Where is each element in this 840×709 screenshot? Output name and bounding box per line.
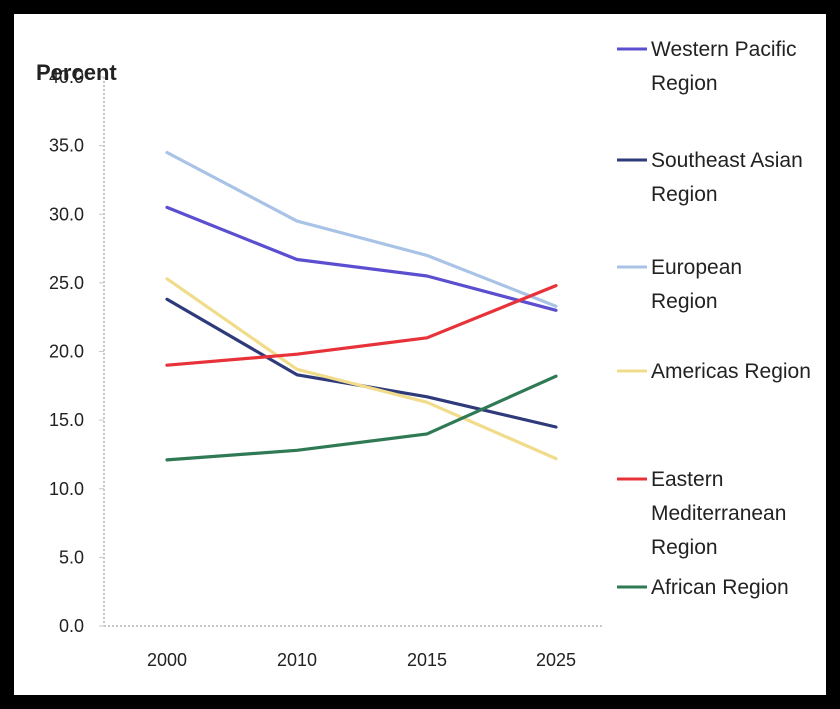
x-tick-label: 2000	[147, 650, 187, 670]
y-tick-label: 35.0	[49, 136, 84, 156]
series-line-european-region	[165, 150, 558, 308]
legend-label-eastern-mediterranean-region: Mediterranean	[651, 502, 786, 525]
x-tick-label: 2025	[536, 650, 576, 670]
chart-axes: 0.0 5.0 10.0 15.0 20.0 25.0 30.0 35.0 40.0 2000 20…	[49, 67, 604, 670]
y-tick-label: 30.0	[49, 204, 84, 224]
legend-label-southeast-asian-region: Southeast Asian	[651, 149, 803, 172]
y-tick-label: 20.0	[49, 342, 84, 362]
y-tick-label: 0.0	[59, 616, 84, 636]
legend-label-eastern-mediterranean-region: Region	[651, 536, 718, 559]
y-tick-label: 25.0	[49, 273, 84, 293]
legend-label-western-pacific-region: Western Pacific	[651, 38, 797, 61]
y-tick-label: 10.0	[49, 479, 84, 499]
y-tick-label: 5.0	[59, 547, 84, 567]
chart-frame: 0.0 5.0 10.0 15.0 20.0 25.0 30.0 35.0 40.0 2000 20…	[14, 14, 826, 695]
series-line-african-region	[165, 374, 558, 462]
x-tick-label: 2010	[277, 650, 317, 670]
legend-label-americas-region: Americas Region	[651, 360, 811, 383]
legend-label-southeast-asian-region: Region	[651, 183, 718, 206]
legend-label-african-region: African Region	[651, 576, 789, 599]
y-tick-label: 40.0	[49, 67, 84, 87]
legend-label-european-region: European	[651, 256, 742, 279]
y-tick-label: 15.0	[49, 410, 84, 430]
line-chart: 0.0 5.0 10.0 15.0 20.0 25.0 30.0 35.0 40.0 2000 20…	[36, 38, 811, 670]
series-line-western-pacific-region	[165, 205, 558, 312]
chart-legend: Western Pacific Region Southeast Asian Regi…	[617, 38, 811, 599]
legend-label-western-pacific-region: Region	[651, 72, 718, 95]
legend-label-eastern-mediterranean-region: Eastern	[651, 468, 723, 491]
chart-series-lines	[165, 150, 558, 462]
x-tick-label: 2015	[407, 650, 447, 670]
series-line-americas-region	[165, 277, 558, 461]
legend-label-european-region: Region	[651, 290, 718, 313]
series-line-eastern-mediterranean-region	[165, 284, 558, 367]
y-axis-title: Percent	[36, 60, 117, 85]
